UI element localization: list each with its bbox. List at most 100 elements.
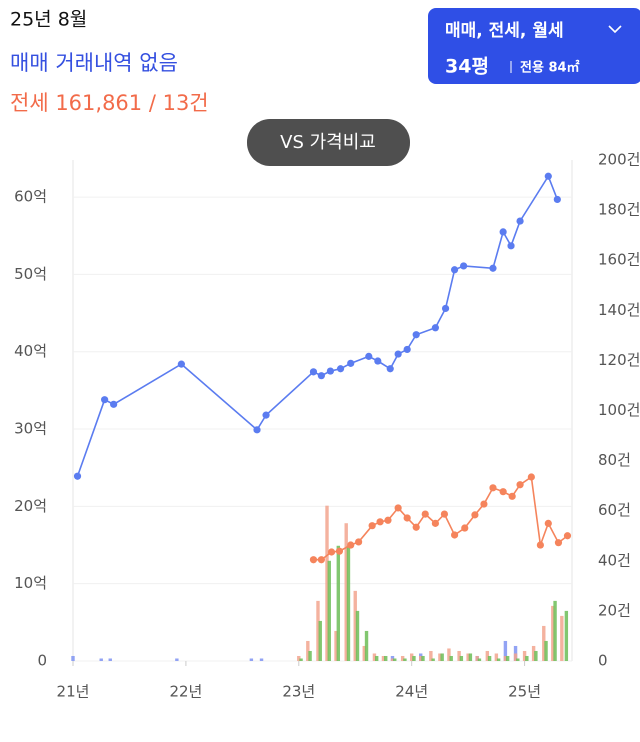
point bbox=[544, 172, 552, 180]
y2-tick-label: 60건 bbox=[598, 501, 631, 519]
point bbox=[326, 367, 335, 375]
point bbox=[403, 514, 411, 522]
bar bbox=[468, 653, 473, 661]
y2-tick-label: 200건 bbox=[598, 151, 640, 169]
point bbox=[355, 538, 363, 546]
x-tick-label: 25년 bbox=[508, 683, 541, 701]
bar bbox=[544, 640, 548, 661]
point bbox=[347, 541, 355, 549]
bar bbox=[403, 658, 407, 661]
filter-button[interactable]: 매매, 전세, 월세 34평 전용 84㎡ bbox=[428, 8, 640, 84]
bar bbox=[551, 605, 555, 661]
bar bbox=[327, 560, 331, 661]
bar bbox=[362, 645, 366, 661]
point bbox=[412, 331, 420, 339]
bar bbox=[308, 650, 312, 661]
bar bbox=[457, 650, 461, 661]
bar bbox=[449, 655, 453, 661]
compare-label: VS 가격비교 bbox=[280, 132, 376, 153]
bar bbox=[440, 653, 444, 661]
sale-summary: 매매 거래내역 없음 bbox=[10, 51, 178, 75]
bar bbox=[306, 640, 310, 661]
point bbox=[327, 548, 336, 556]
bar bbox=[381, 655, 386, 661]
bar bbox=[384, 655, 388, 661]
y2-tick-label: 0 bbox=[598, 652, 608, 670]
point bbox=[421, 510, 429, 518]
bar bbox=[516, 658, 520, 661]
bar bbox=[522, 650, 527, 661]
point bbox=[394, 504, 402, 512]
point bbox=[450, 531, 459, 539]
y-tick-label: 20억 bbox=[14, 497, 47, 515]
point bbox=[317, 556, 325, 564]
x-tick-label: 23년 bbox=[282, 683, 315, 701]
bar bbox=[525, 655, 529, 661]
point bbox=[412, 523, 420, 531]
point bbox=[553, 195, 561, 204]
point bbox=[376, 518, 384, 526]
y2-tick-label: 180건 bbox=[598, 201, 640, 219]
bar bbox=[503, 640, 508, 661]
x-tick-label: 22년 bbox=[169, 683, 202, 701]
filter-bg bbox=[428, 8, 640, 84]
point bbox=[471, 511, 479, 519]
point bbox=[365, 352, 373, 360]
bar bbox=[71, 655, 75, 661]
y-tick-label: 50억 bbox=[14, 265, 47, 283]
bar bbox=[374, 655, 379, 661]
point bbox=[516, 217, 524, 225]
point bbox=[73, 472, 82, 480]
y2-tick-label: 80건 bbox=[598, 451, 631, 469]
jeonse-summary: 전세 161,861 / 13건 bbox=[10, 91, 209, 115]
bar bbox=[297, 655, 301, 661]
bar bbox=[503, 655, 508, 661]
point bbox=[368, 522, 376, 530]
bar bbox=[336, 545, 341, 661]
point bbox=[450, 266, 459, 274]
point bbox=[394, 350, 402, 358]
bar bbox=[393, 658, 397, 661]
bar bbox=[487, 655, 492, 661]
compare-button[interactable]: VS 가격비교 bbox=[247, 119, 410, 166]
bar bbox=[553, 600, 557, 661]
bar bbox=[353, 590, 357, 661]
bar bbox=[494, 653, 499, 661]
point bbox=[317, 372, 325, 380]
y2-tick-label: 100건 bbox=[598, 401, 640, 419]
bar bbox=[99, 658, 103, 661]
bar bbox=[372, 653, 377, 661]
bar bbox=[475, 655, 479, 661]
bar bbox=[318, 620, 322, 661]
bar bbox=[485, 650, 490, 661]
point bbox=[461, 524, 469, 532]
point bbox=[440, 510, 449, 518]
bar bbox=[531, 645, 536, 661]
bar bbox=[429, 650, 433, 661]
bar bbox=[400, 655, 405, 661]
point bbox=[431, 519, 439, 527]
bar bbox=[513, 653, 518, 661]
filter-size: 34평 bbox=[445, 56, 489, 78]
bar bbox=[346, 545, 351, 661]
bar bbox=[175, 658, 179, 661]
point bbox=[335, 547, 344, 555]
bar bbox=[496, 658, 501, 661]
bar bbox=[459, 655, 464, 661]
point bbox=[489, 264, 497, 272]
bar bbox=[419, 655, 423, 661]
point bbox=[516, 481, 524, 489]
chart: 0 10억 20억 30억 40억 50억 60억 0 20건 40건 60건 80건 100건 120건… bbox=[14, 151, 640, 701]
bar bbox=[438, 653, 442, 661]
filter-area: 전용 84㎡ bbox=[520, 60, 580, 76]
point bbox=[489, 484, 497, 492]
x-tick-label: 24년 bbox=[395, 683, 428, 701]
bar bbox=[364, 630, 369, 661]
point bbox=[253, 426, 261, 434]
point bbox=[508, 492, 516, 500]
bar bbox=[564, 610, 569, 661]
bar bbox=[466, 653, 470, 661]
point bbox=[527, 473, 535, 481]
y2-tick-label: 160건 bbox=[598, 251, 640, 269]
